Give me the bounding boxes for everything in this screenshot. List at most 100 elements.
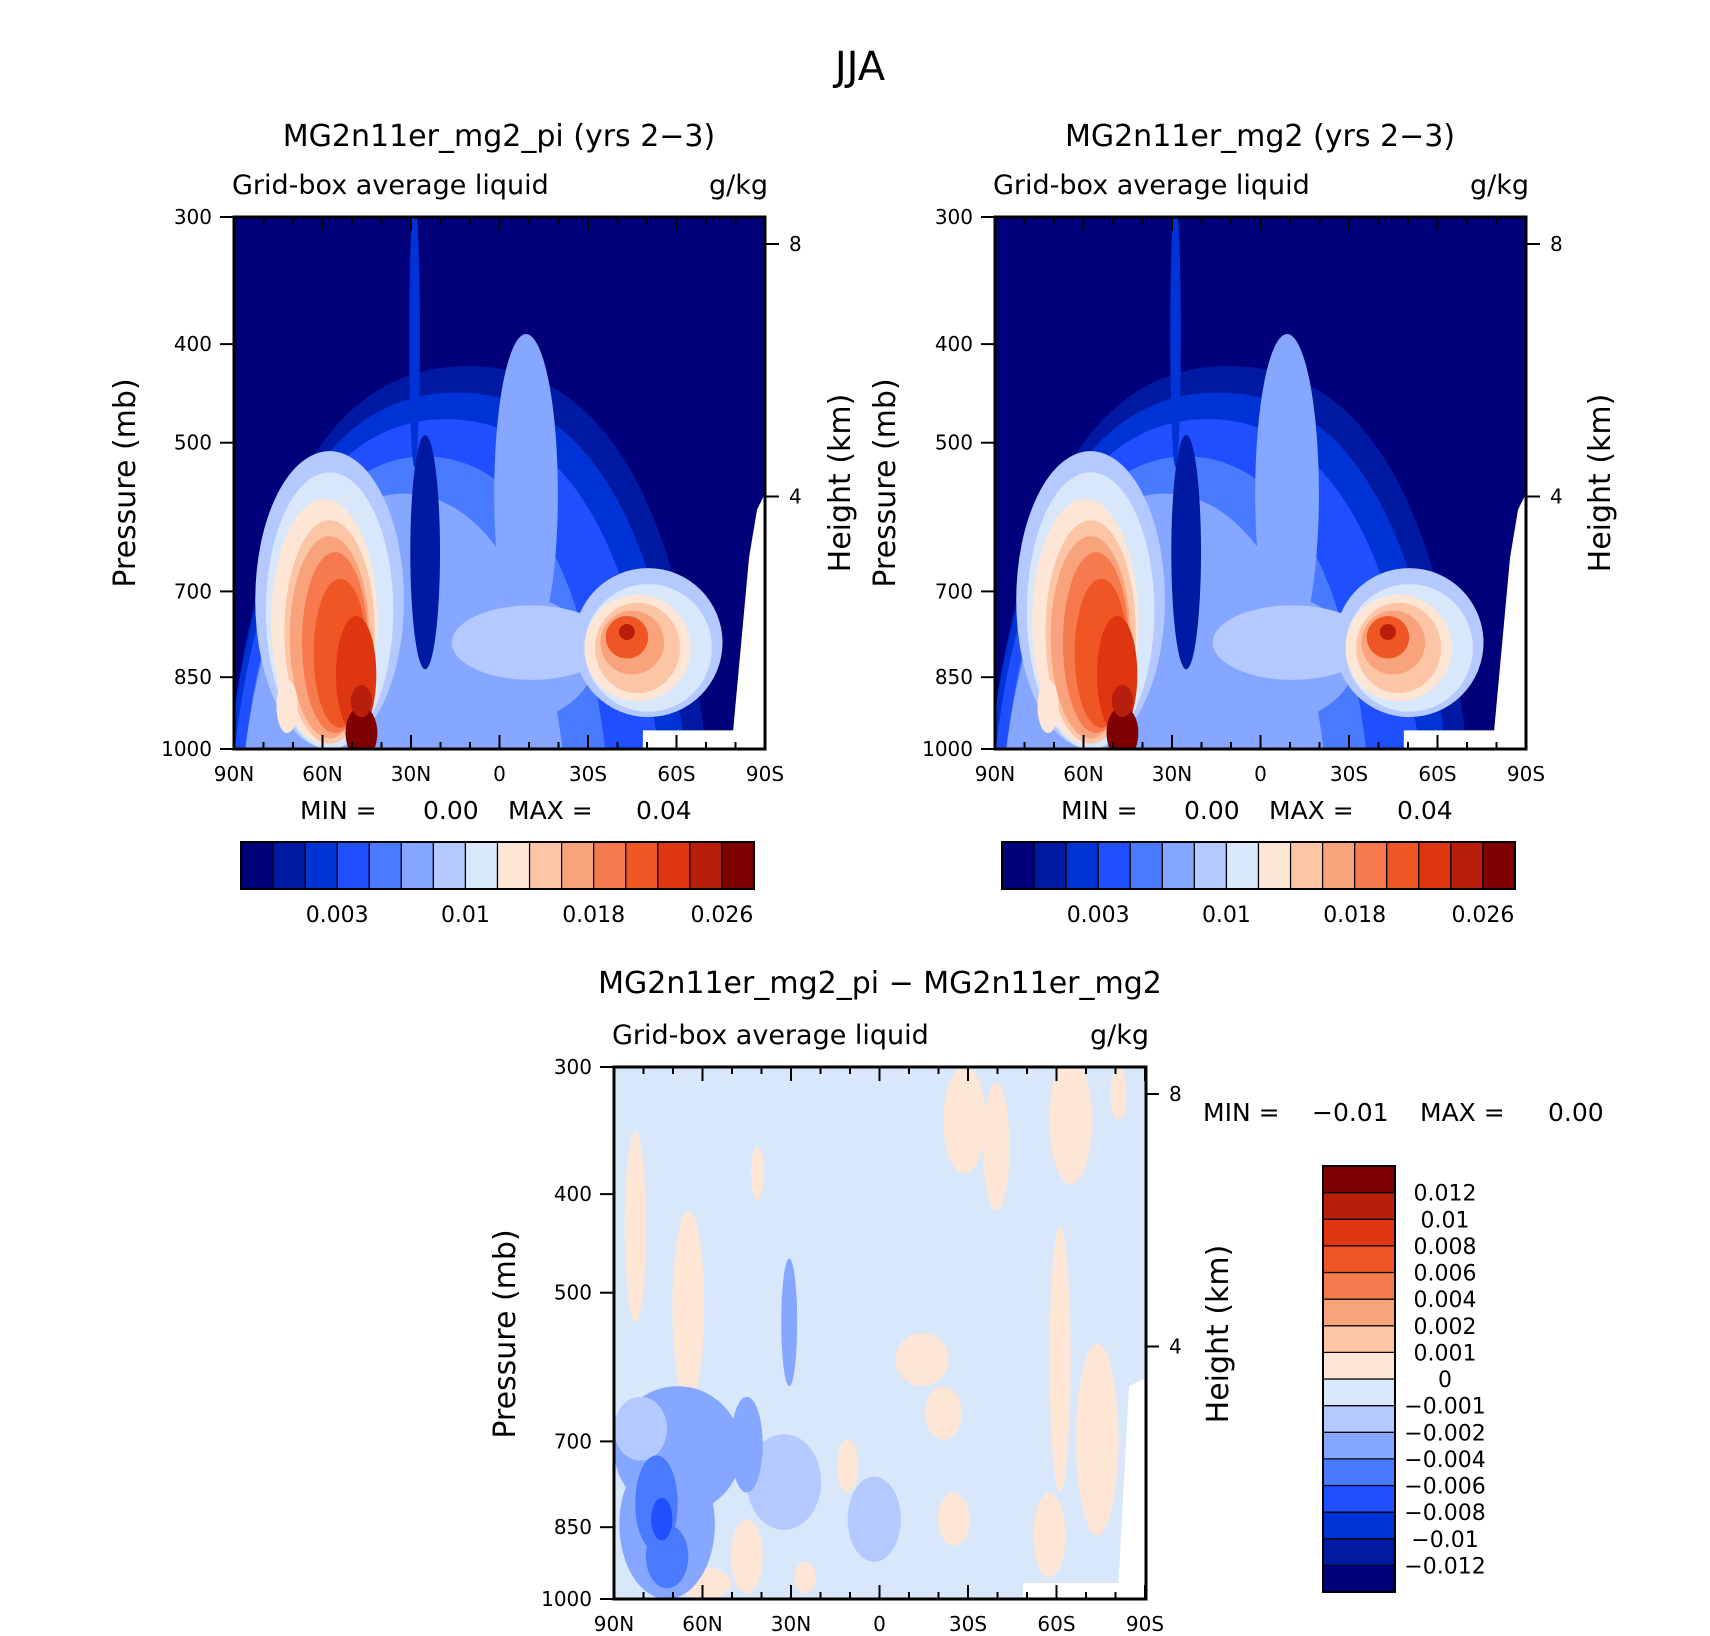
x-tick-label: 30S	[949, 1612, 987, 1636]
x-tick-label: 60S	[1418, 762, 1456, 786]
x-tick-label: 90N	[594, 1612, 634, 1636]
colorbar-box	[1322, 1378, 1396, 1407]
figure-title: JJA	[832, 44, 886, 90]
colorbar-box	[368, 841, 402, 890]
colorbar-box	[304, 841, 338, 890]
low-cloud-core	[451, 605, 612, 680]
surface-band-14	[1111, 685, 1134, 718]
y-right-tick-label: 8	[789, 232, 802, 256]
x-tick-label: 60S	[1037, 1612, 1075, 1636]
min-label: MIN =	[1203, 1098, 1280, 1127]
convective-core	[409, 217, 420, 467]
colorbar-box	[1322, 1325, 1396, 1353]
x-tick-label: 60N	[682, 1612, 722, 1636]
colorbar: 0.0120.010.0080.0060.0040.0020.0010−0.00…	[1322, 1165, 1486, 1593]
left-string: Grid-box average liquid	[993, 170, 1310, 201]
colorbar-box	[272, 841, 306, 890]
negative-anomaly-core	[645, 1524, 689, 1589]
positive-anomaly	[837, 1439, 859, 1493]
positive-anomaly	[1049, 1226, 1071, 1493]
colorbar-box	[1289, 841, 1324, 890]
y-tick-label: 700	[174, 579, 212, 603]
y-right-tick-label: 4	[789, 485, 802, 509]
y-tick-label: 400	[554, 1182, 592, 1206]
colorbar-label: 0.008	[1414, 1235, 1477, 1260]
x-tick-label: 0	[493, 762, 506, 786]
y-tick-label: 500	[935, 431, 973, 455]
negative-anomaly-light	[847, 1476, 901, 1562]
colorbar-label: −0.012	[1404, 1554, 1485, 1579]
convective-core	[1170, 217, 1181, 467]
colorbar-box	[593, 841, 627, 890]
y-tick-label: 300	[174, 205, 212, 229]
surface-max	[1106, 706, 1139, 749]
plot-area	[995, 217, 1526, 749]
colorbar-label: 0.01	[1421, 1208, 1470, 1233]
positive-anomaly	[895, 1333, 949, 1387]
positive-anomaly	[1033, 1492, 1066, 1578]
min-value: 0.00	[423, 796, 479, 825]
colorbar-frame	[1001, 841, 1516, 890]
colorbar-box	[1322, 1431, 1396, 1460]
y-right-tick-label: 8	[1169, 1082, 1182, 1106]
positive-anomaly	[624, 1130, 646, 1323]
colorbar-label: 0.01	[1202, 903, 1251, 928]
colorbar-box	[561, 841, 595, 890]
min-value: 0.00	[1184, 796, 1240, 825]
colorbar-box	[336, 841, 370, 890]
y-axis-label: Pressure (mb)	[108, 378, 143, 587]
y-axis-label-right: Height (km)	[823, 394, 858, 573]
max-value: 0.00	[1548, 1098, 1604, 1127]
colorbar-box	[1322, 1165, 1396, 1194]
colorbar: 0.003 0.01 0.018 0.026	[1001, 841, 1516, 928]
left-string: Grid-box average liquid	[232, 170, 549, 201]
y-tick-label: 500	[554, 1281, 592, 1305]
midlat-light-spot	[1037, 679, 1059, 734]
colorbar-box	[721, 841, 755, 890]
colorbar-box	[689, 841, 723, 890]
colorbar-box	[1322, 1351, 1396, 1380]
x-tick-label: 30N	[391, 762, 431, 786]
midlat-light-spot	[276, 679, 298, 734]
min-value: −0.01	[1312, 1098, 1389, 1127]
negative-anomaly-light	[746, 1434, 822, 1530]
colorbar-label: −0.006	[1404, 1475, 1485, 1500]
x-tick-label: 60N	[1063, 762, 1103, 786]
panel-difference: MG2n11er_mg2_pi − MG2n11er_mg2 Grid-box …	[488, 966, 1604, 1636]
colorbar-label: 0.004	[1414, 1288, 1477, 1313]
missing-data-mask	[642, 493, 765, 749]
colorbar-box	[1418, 841, 1452, 890]
colorbar-box	[1450, 841, 1484, 890]
x-tick-label: 90N	[975, 762, 1015, 786]
y-tick-label: 400	[935, 332, 973, 356]
colorbar-box	[1354, 841, 1388, 890]
colorbar-label: −0.001	[1404, 1395, 1485, 1420]
max-label: MAX =	[1420, 1098, 1505, 1127]
positive-anomaly	[750, 1146, 764, 1200]
y-tick-label: 300	[935, 205, 973, 229]
colorbar-label: 0	[1438, 1368, 1452, 1393]
positive-anomaly	[983, 1082, 1010, 1211]
left-string: Grid-box average liquid	[612, 1020, 929, 1051]
colorbar-box	[1193, 841, 1228, 890]
right-string: g/kg	[1470, 170, 1529, 201]
colorbar-box	[1001, 841, 1035, 890]
colorbar-label: 0.026	[690, 903, 753, 928]
x-tick-label: 90S	[1507, 762, 1545, 786]
colorbar-box	[625, 841, 659, 890]
x-tick-label: 60S	[657, 762, 695, 786]
y-tick-label: 1000	[161, 737, 212, 761]
colorbar-box	[1161, 841, 1195, 890]
positive-anomaly	[1049, 1067, 1092, 1185]
colorbar-box	[1129, 841, 1163, 890]
y-tick-label: 850	[554, 1515, 592, 1539]
y-tick-label: 700	[554, 1429, 592, 1453]
colorbar-label: 0.003	[1067, 903, 1130, 928]
colorbar-box	[1322, 841, 1356, 890]
missing-data-mask	[1022, 1377, 1146, 1599]
plot-area	[234, 217, 765, 749]
right-string: g/kg	[709, 170, 768, 201]
colorbar-box	[1322, 1245, 1396, 1274]
x-tick-label: 60N	[302, 762, 342, 786]
